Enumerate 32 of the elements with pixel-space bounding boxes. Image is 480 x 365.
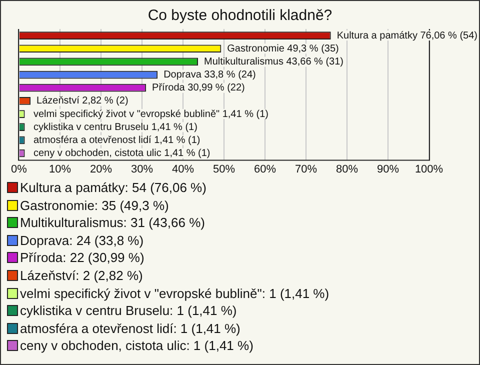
data-label: ceny v obchoden, cistota ulic 1,41 % (1) [34, 148, 210, 160]
text: cyklistika v centru Bruselu: 1 (1,41 %) [19, 302, 238, 320]
text: Lázeňství: 2 (2,82 %) [19, 266, 144, 285]
x-tick-label: 30% [130, 163, 154, 176]
text: ceny v obchoden, cistota ulic: 1 (1,41 %) [19, 337, 254, 355]
data-label: velmi specifický život v "evropské bublině" 1,41 % (1) [34, 108, 268, 120]
x-tick-label: 60% [254, 163, 276, 176]
data-label: atmosféra a otevřenost lidí 1,41 % (1) [34, 134, 200, 146]
data-label: Doprava 33,8 % (24) [164, 70, 256, 81]
chart-title: Co byste ohodnotili kladně? [146, 7, 334, 24]
text: Doprava: 24 (33,8 %) [19, 232, 145, 250]
data-label: Multikulturalismus 43,66 % (31) [204, 56, 344, 68]
data-label: cyklistika v centru Bruselu 1,41 % (1) [34, 122, 198, 133]
data-label: Gastronomie 49,3 % (35) [227, 43, 339, 54]
x-tick-label: 0% [11, 163, 28, 176]
text: velmi specifický život v "evropské bublině": 1 (1,41 %) [19, 284, 330, 302]
x-tick-label: 100% [414, 163, 444, 176]
data-label: Příroda 30,99 % (22) [152, 82, 245, 94]
x-tick-label: 10% [48, 163, 72, 176]
x-tick-label: 50% [212, 163, 236, 176]
x-tick-label: 90% [376, 163, 400, 176]
data-label: Lázeňství 2,82 % (2) [36, 96, 128, 107]
x-tick-label: 80% [336, 163, 358, 176]
text: Multikulturalismus: 31 (43,66 %) [19, 214, 206, 232]
text: Příroda: 22 (30,99 %) [19, 249, 146, 267]
text: Gastronomie: 35 (49,3 %) [19, 196, 170, 214]
text: atmosféra a otevřenost lidí: 1 (1,41 %) [19, 320, 242, 338]
x-tick-label: 20% [90, 163, 112, 176]
x-tick-label: 40% [172, 163, 194, 176]
x-tick-label: 70% [294, 163, 318, 176]
data-label: Kultura a památky 76,06 % (54) [336, 30, 478, 42]
text: Kultura a památky: 54 (76,06 %) [19, 179, 208, 197]
